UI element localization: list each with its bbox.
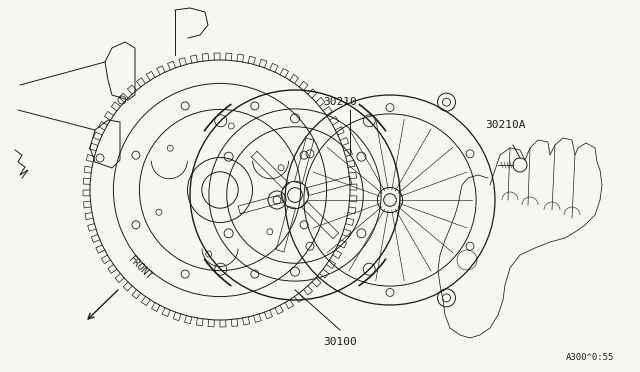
Text: A300^0:55: A300^0:55 [566, 353, 614, 362]
Text: FRONT: FRONT [126, 254, 154, 282]
Text: 30210: 30210 [323, 97, 357, 107]
Text: 30210A: 30210A [484, 120, 525, 130]
Text: 30100: 30100 [323, 337, 357, 347]
